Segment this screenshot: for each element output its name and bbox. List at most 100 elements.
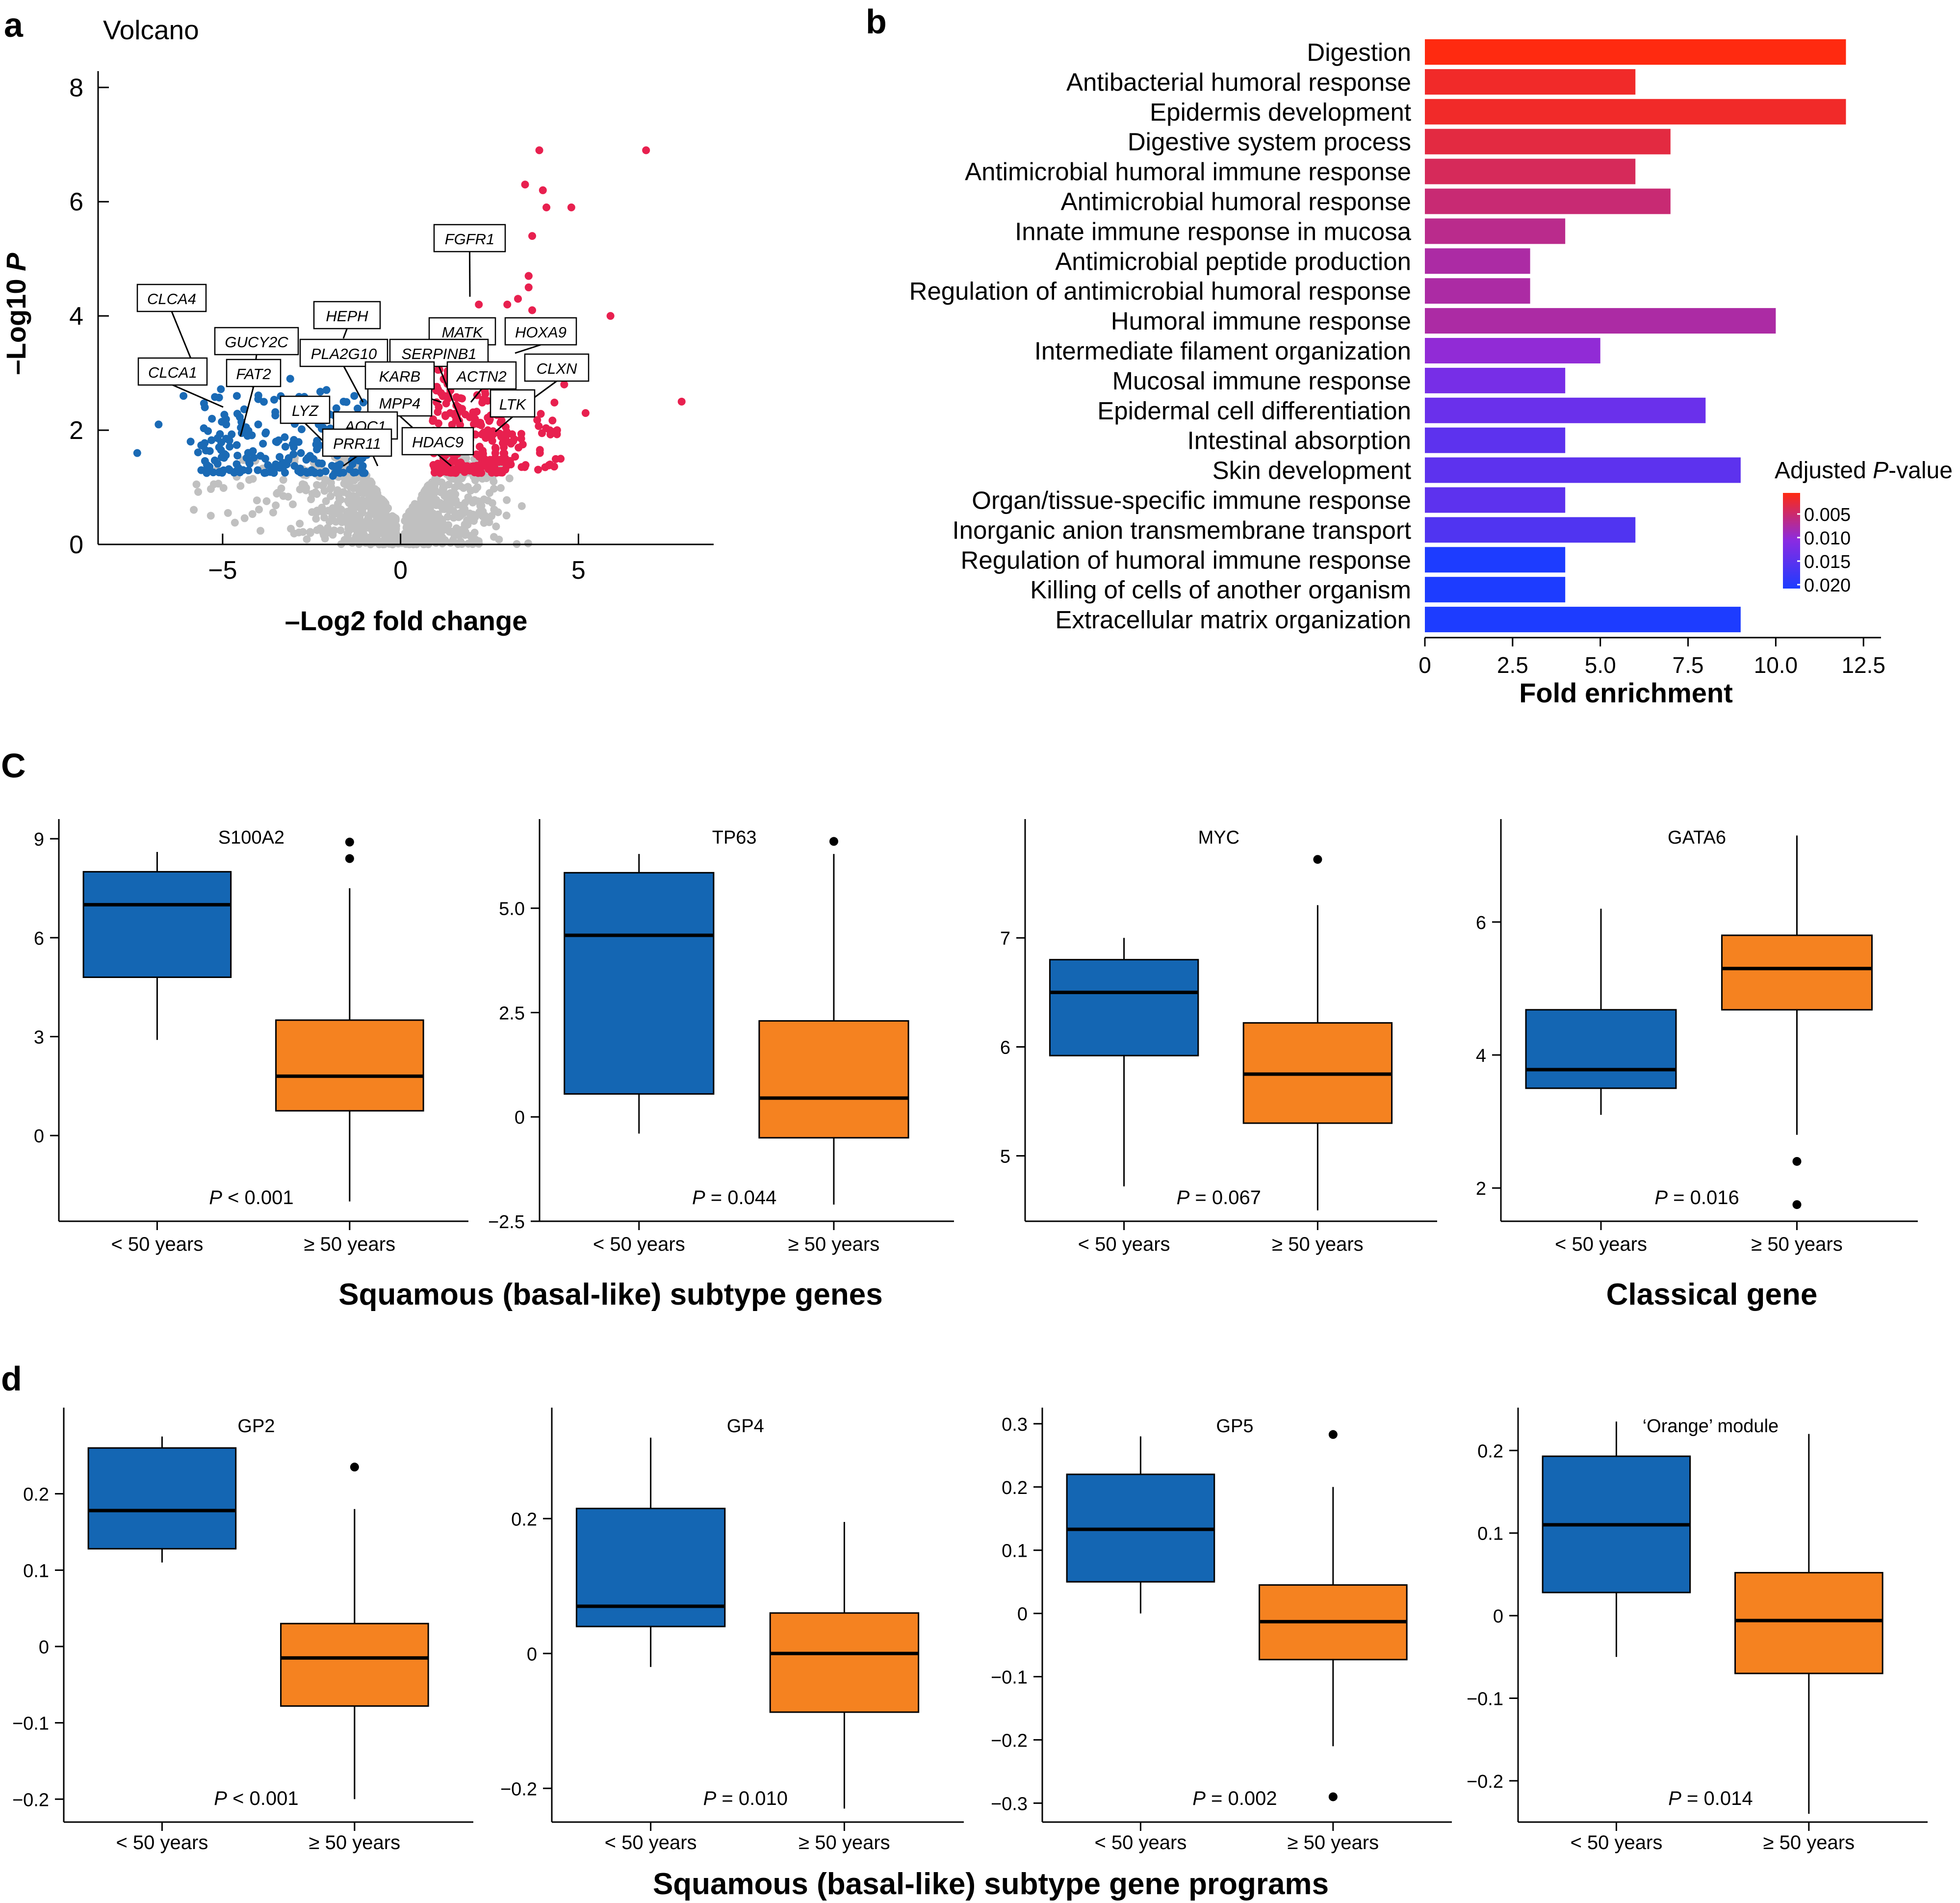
p-value: P = 0.044 (692, 1187, 776, 1209)
down-point (201, 457, 209, 465)
gene-label-serpinb1: SERPINB1 (401, 345, 476, 362)
outlier-point (1328, 1430, 1338, 1439)
down-point (197, 441, 206, 449)
x-tick-label: ≥ 50 years (1751, 1234, 1842, 1255)
up-point (524, 272, 533, 280)
p-value: P < 0.001 (214, 1788, 298, 1809)
category-label: Skin development (1212, 457, 1411, 485)
box-under-50 (1049, 959, 1199, 1056)
ns-point (359, 527, 367, 536)
y-tick-label: 5 (1000, 1147, 1010, 1167)
ns-point (480, 519, 488, 527)
ns-point (383, 512, 391, 520)
up-point (477, 469, 486, 477)
p-value: P = 0.067 (1177, 1187, 1261, 1209)
up-point (475, 300, 483, 309)
y-tick-label: 0.2 (511, 1509, 537, 1530)
ns-point (505, 474, 514, 483)
ns-point (352, 503, 361, 511)
p-value-symbol: P (1654, 1187, 1668, 1209)
ns-point (461, 499, 469, 507)
boxplot-0: 0 3 6 9 < 50 years ≥ 50 years S100A2 P < 0.001 (34, 819, 468, 1255)
y-tick-label: 0.1 (1477, 1524, 1503, 1544)
category-label: Organ/tissue-specific immune response (972, 487, 1411, 514)
y-tick-label: 6 (34, 928, 44, 949)
gene-label-clca1: CLCA1 (148, 364, 197, 381)
down-point (361, 469, 369, 477)
down-point (308, 466, 316, 474)
y-tick-label: 6 (1476, 913, 1486, 933)
y-tick-label: 0.1 (1002, 1541, 1028, 1562)
outlier-point (1792, 1200, 1802, 1209)
ns-point (323, 524, 332, 532)
p-value-text: = 0.010 (716, 1788, 788, 1809)
ns-point (306, 529, 314, 537)
ns-point (269, 508, 277, 516)
up-point (450, 454, 458, 463)
panel-a-volcano: Volcano 0 2 4 6 8 −5 0 5 –Log2 fold change –Log10 … (0, 15, 714, 636)
up-point (528, 232, 537, 240)
gene-label-box (214, 327, 299, 356)
up-point (535, 422, 543, 430)
up-point (503, 437, 512, 446)
bar-15 (1425, 487, 1566, 513)
down-point (259, 439, 267, 448)
ns-point (279, 476, 287, 484)
x-tick-label: 10.0 (1754, 652, 1798, 678)
up-point (442, 399, 450, 408)
gene-label-leader (343, 366, 364, 403)
ns-point (421, 486, 430, 494)
down-point (350, 392, 359, 400)
x-axis-label: –Log2 fold change (285, 605, 528, 636)
up-point (528, 306, 537, 314)
up-point (499, 466, 508, 475)
y-tick-label: 4 (1476, 1046, 1486, 1066)
boxplot-2: −0.3 −0.2 −0.1 0 0.1 0.2 0.3 < 50 years ≥ 50 yea… (991, 1408, 1452, 1853)
outlier-point (345, 837, 354, 847)
category-label: Killing of cells of another organism (1030, 576, 1411, 604)
gene-label-mpp4: MPP4 (379, 395, 420, 412)
box-under-50 (1525, 1009, 1677, 1089)
gene-label-clca4: CLCA4 (147, 290, 196, 308)
x-tick-label: < 50 years (1555, 1234, 1647, 1255)
ns-point (373, 514, 381, 523)
legend-title: Adjusted P-value (1775, 458, 1953, 484)
gene-label-leader (239, 386, 255, 437)
box-over-50 (769, 1612, 920, 1713)
p-value: P = 0.016 (1654, 1187, 1739, 1209)
up-point (517, 430, 525, 438)
outlier-point (1313, 855, 1322, 864)
y-tick-label: 0.1 (23, 1561, 49, 1581)
down-point (220, 411, 229, 419)
gene-label-leader (515, 344, 541, 354)
plot-title: TP63 (712, 827, 757, 848)
ns-point (446, 501, 454, 510)
down-point (202, 446, 210, 455)
up-point (560, 380, 568, 388)
ns-point (434, 528, 442, 537)
down-point (266, 468, 275, 476)
down-point (329, 472, 337, 480)
down-point (208, 414, 216, 423)
gene-label-box (137, 357, 208, 386)
y-tick-label: −0.2 (1467, 1772, 1503, 1792)
down-point (222, 420, 231, 429)
up-point (537, 410, 545, 418)
y-axis-label: –Log10 P (0, 253, 31, 375)
ns-point (406, 521, 414, 529)
up-point (435, 403, 443, 411)
up-point (539, 186, 547, 194)
ns-point (478, 475, 487, 483)
gene-label-leader (172, 384, 224, 408)
box-under-50 (82, 871, 232, 978)
gene-label-box (504, 317, 577, 346)
x-tick-label: 5 (571, 556, 586, 585)
ns-point (404, 529, 413, 537)
ns-point (350, 492, 358, 500)
up-point (550, 398, 559, 407)
up-point (481, 396, 489, 405)
panel-letter-c: C (1, 746, 26, 785)
up-point (507, 460, 515, 468)
ns-point (412, 533, 420, 541)
